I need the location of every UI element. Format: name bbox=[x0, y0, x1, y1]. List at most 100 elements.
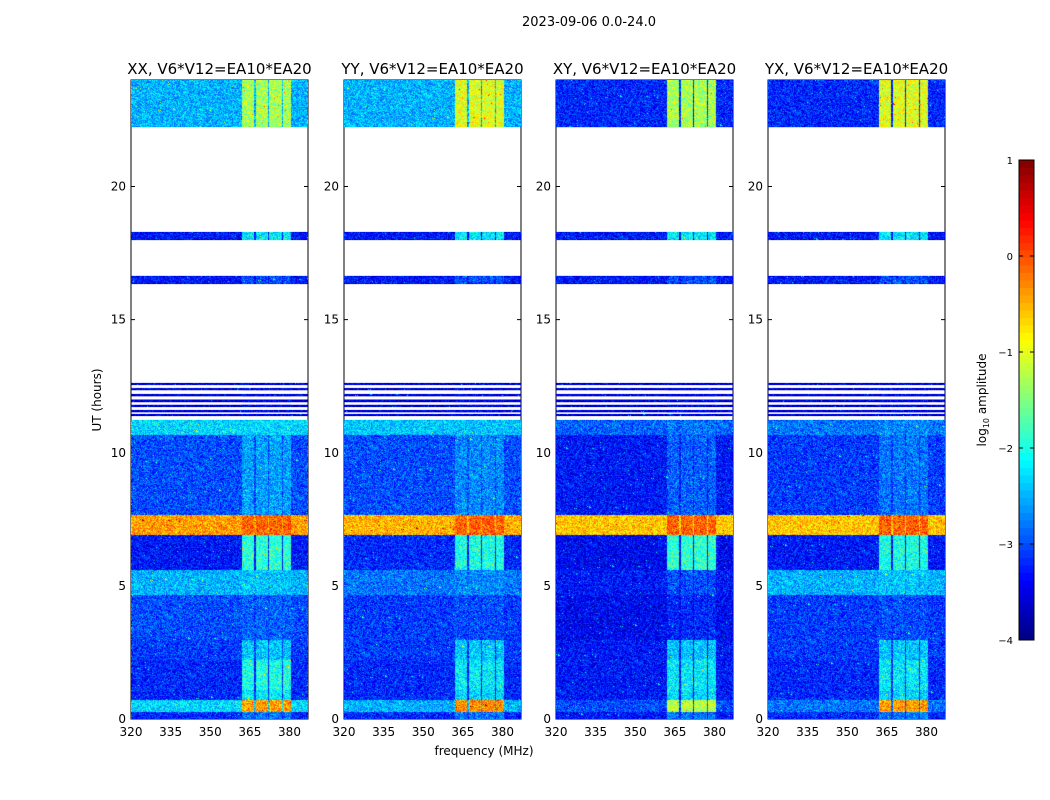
x-tick-label: 350 bbox=[836, 725, 859, 739]
panel-title: XX, V6*V12=EA10*EA20 bbox=[127, 60, 311, 78]
y-tick-label: 10 bbox=[536, 446, 551, 460]
colorbar-swatch bbox=[1019, 310, 1034, 318]
colorbar-swatch bbox=[1019, 302, 1034, 311]
colorbar-swatch bbox=[1019, 235, 1034, 243]
colorbar-swatch bbox=[1019, 175, 1034, 183]
panel-noise-texture bbox=[556, 80, 733, 719]
colorbar-swatch bbox=[1019, 407, 1034, 416]
colorbar-swatch bbox=[1019, 392, 1034, 401]
colorbar-swatch bbox=[1019, 242, 1034, 251]
colorbar-swatch bbox=[1019, 272, 1034, 281]
y-tick-label: 5 bbox=[543, 579, 551, 593]
colorbar-swatch bbox=[1019, 572, 1034, 581]
colorbar-swatch bbox=[1019, 167, 1034, 176]
colorbar-swatch bbox=[1019, 355, 1034, 363]
colorbar-label-prefix: log bbox=[975, 428, 989, 446]
colorbar-tick-label: 1 bbox=[1007, 156, 1013, 167]
colorbar-label: log10 amplitude bbox=[975, 354, 991, 447]
colorbar-swatch bbox=[1019, 212, 1034, 221]
y-tick-label: 20 bbox=[748, 180, 763, 194]
colorbar-label-suffix: amplitude bbox=[975, 354, 989, 418]
panel-noise-texture bbox=[344, 80, 521, 719]
colorbar-swatch bbox=[1019, 347, 1034, 356]
colorbar-swatch bbox=[1019, 287, 1034, 296]
y-axis-label: UT (hours) bbox=[90, 368, 104, 431]
colorbar-swatch bbox=[1019, 332, 1034, 341]
x-tick-label: 335 bbox=[584, 725, 607, 739]
colorbar-swatch bbox=[1019, 325, 1034, 333]
colorbar-swatch bbox=[1019, 527, 1034, 536]
colorbar-swatch bbox=[1019, 632, 1034, 641]
colorbar-swatch bbox=[1019, 400, 1034, 408]
x-tick-label: 350 bbox=[624, 725, 647, 739]
figure-title: 2023-09-06 0.0-24.0 bbox=[522, 15, 656, 30]
colorbar-swatch bbox=[1019, 317, 1034, 326]
x-tick-label: 365 bbox=[238, 725, 261, 739]
colorbar-swatch bbox=[1019, 430, 1034, 438]
colorbar-swatch bbox=[1019, 205, 1034, 213]
x-tick-label: 335 bbox=[796, 725, 819, 739]
colorbar-swatch bbox=[1019, 370, 1034, 378]
colorbar-swatch bbox=[1019, 557, 1034, 566]
x-tick-label: 350 bbox=[199, 725, 222, 739]
y-tick-label: 20 bbox=[324, 180, 339, 194]
colorbar-swatch bbox=[1019, 220, 1034, 228]
y-tick-label: 15 bbox=[748, 313, 763, 327]
x-tick-label: 380 bbox=[915, 725, 938, 739]
x-tick-label: 320 bbox=[333, 725, 356, 739]
colorbar-swatch bbox=[1019, 587, 1034, 596]
colorbar-swatch bbox=[1019, 625, 1034, 633]
colorbar-swatch bbox=[1019, 595, 1034, 603]
y-tick-label: 0 bbox=[543, 712, 551, 726]
colorbar-tick-label: −1 bbox=[998, 348, 1013, 359]
x-tick-label: 350 bbox=[412, 725, 435, 739]
colorbar-swatch bbox=[1019, 475, 1034, 483]
colorbar-swatch bbox=[1019, 197, 1034, 206]
colorbar-swatch bbox=[1019, 295, 1034, 303]
colorbar-swatch bbox=[1019, 580, 1034, 588]
colorbar-swatch bbox=[1019, 467, 1034, 476]
colorbar-swatch bbox=[1019, 250, 1034, 258]
colorbar-swatch bbox=[1019, 280, 1034, 288]
colorbar-swatch bbox=[1019, 610, 1034, 618]
colorbar-tick-label: 0 bbox=[1007, 252, 1013, 263]
x-tick-label: 380 bbox=[278, 725, 301, 739]
colorbar-swatch bbox=[1019, 445, 1034, 453]
colorbar-swatch bbox=[1019, 565, 1034, 573]
colorbar-swatch bbox=[1019, 550, 1034, 558]
colorbar-swatch bbox=[1019, 160, 1034, 168]
colorbar-swatch bbox=[1019, 497, 1034, 506]
panel-noise-texture bbox=[131, 80, 308, 719]
y-tick-label: 20 bbox=[536, 180, 551, 194]
panel-title: XY, V6*V12=EA10*EA20 bbox=[553, 60, 736, 78]
colorbar-swatch bbox=[1019, 227, 1034, 236]
y-tick-label: 20 bbox=[111, 180, 126, 194]
colorbar-swatch bbox=[1019, 422, 1034, 431]
colorbar: 1 0 −1 −2 −3 −4 bbox=[998, 156, 1035, 647]
y-tick-label: 5 bbox=[331, 579, 339, 593]
y-tick-label: 10 bbox=[111, 446, 126, 460]
y-tick-label: 15 bbox=[536, 313, 551, 327]
y-tick-label: 5 bbox=[755, 579, 763, 593]
colorbar-label-subscript: 10 bbox=[982, 418, 991, 428]
x-tick-label: 380 bbox=[491, 725, 514, 739]
panel-title: YX, V6*V12=EA10*EA20 bbox=[764, 60, 948, 78]
colorbar-swatch bbox=[1019, 362, 1034, 371]
colorbar-swatch bbox=[1019, 265, 1034, 273]
colorbar-swatch bbox=[1019, 452, 1034, 461]
colorbar-swatch bbox=[1019, 617, 1034, 626]
panel-noise-texture bbox=[768, 80, 945, 719]
x-tick-label: 320 bbox=[757, 725, 780, 739]
x-tick-label: 320 bbox=[120, 725, 143, 739]
colorbar-tick-label: −4 bbox=[998, 636, 1013, 647]
colorbar-swatch bbox=[1019, 437, 1034, 446]
y-tick-label: 0 bbox=[118, 712, 126, 726]
colorbar-tick-label: −2 bbox=[998, 444, 1013, 455]
colorbar-swatch bbox=[1019, 535, 1034, 543]
colorbar-swatch bbox=[1019, 190, 1034, 198]
y-tick-label: 15 bbox=[324, 313, 339, 327]
panel-title: YY, V6*V12=EA10*EA20 bbox=[340, 60, 523, 78]
colorbar-frame bbox=[1018, 159, 1035, 641]
y-tick-label: 10 bbox=[748, 446, 763, 460]
colorbar-swatch bbox=[1019, 460, 1034, 468]
